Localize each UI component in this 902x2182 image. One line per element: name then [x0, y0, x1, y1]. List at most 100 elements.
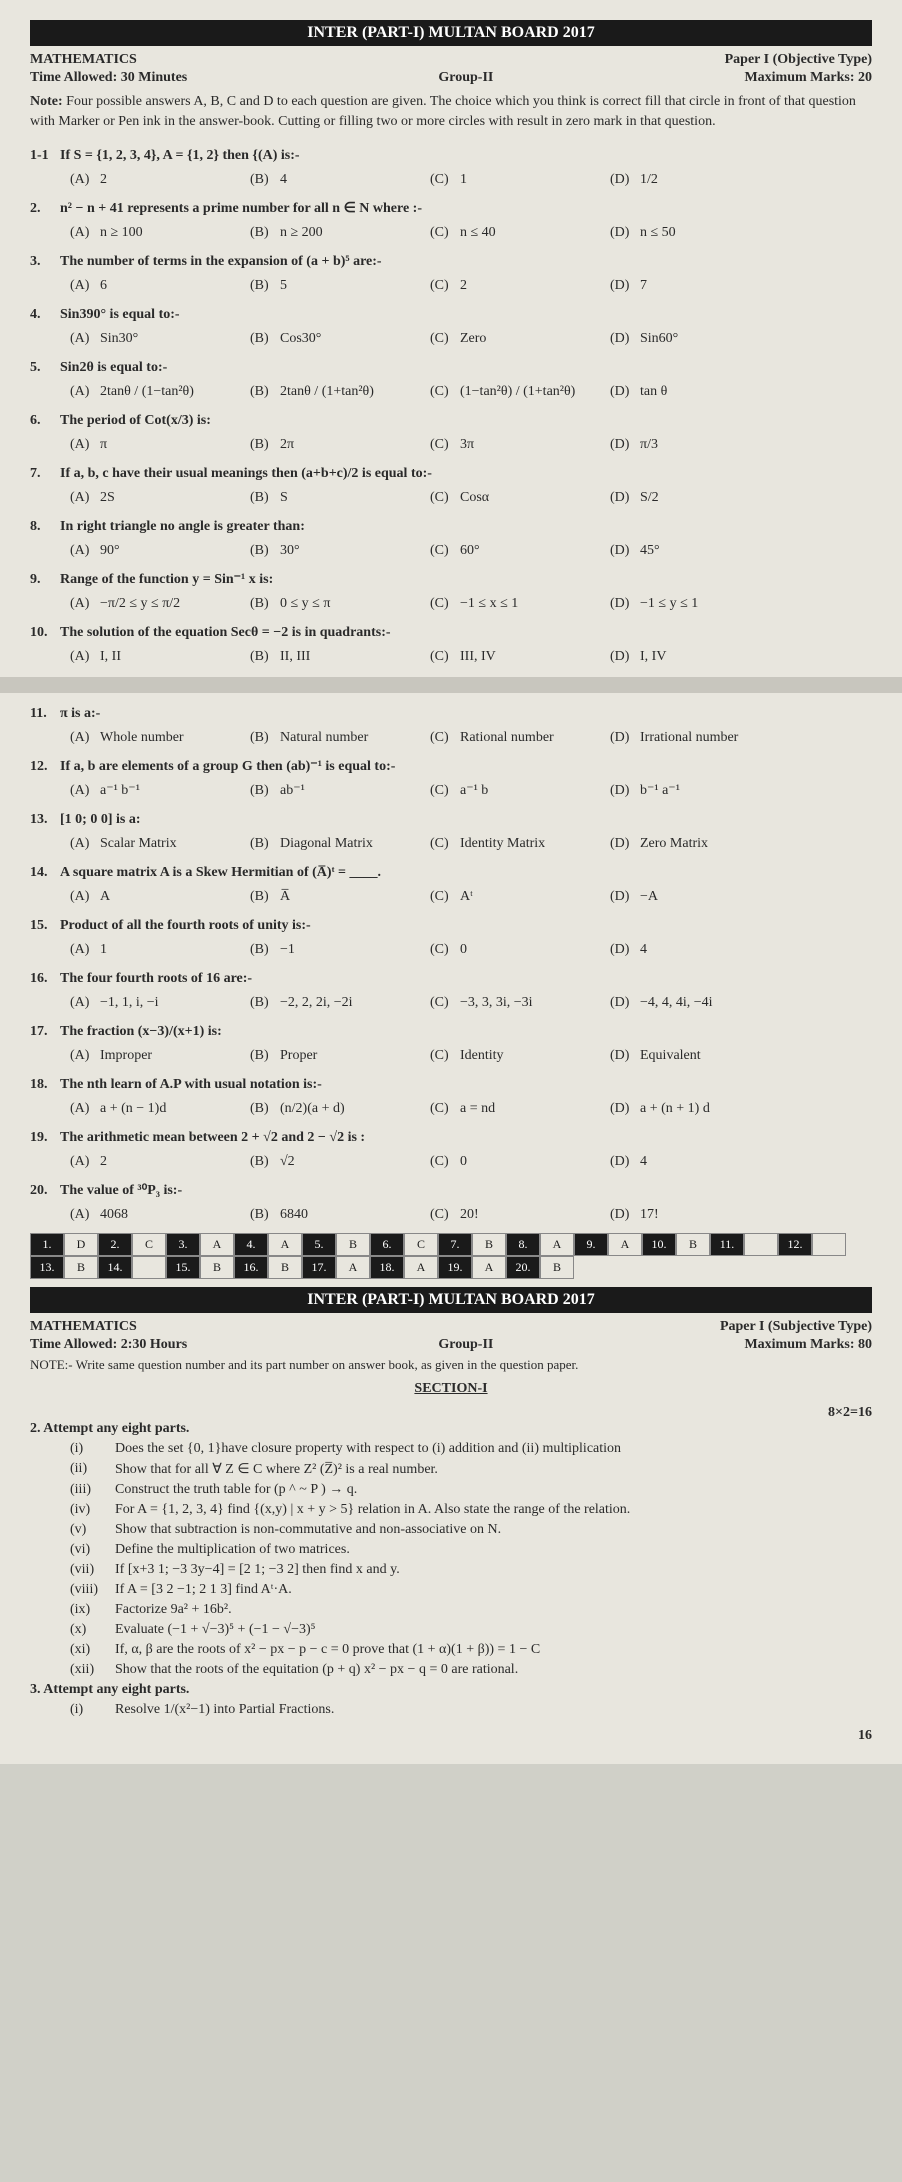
- sub-question: (vii)If [x+3 1; −3 3y−4] = [2 1; −3 2] t…: [70, 1562, 872, 1578]
- option: (B)Proper: [250, 1045, 430, 1066]
- option: (D)7: [610, 275, 790, 296]
- option: (D)tan θ: [610, 381, 790, 402]
- question-8: 8.In right triangle no angle is greater …: [30, 516, 872, 561]
- answer-key-cell: A: [404, 1256, 438, 1279]
- question-3: 3.The number of terms in the expansion o…: [30, 251, 872, 296]
- option: (A)1: [70, 939, 250, 960]
- group: Group-II: [438, 70, 493, 86]
- sub-question: (vi)Define the multiplication of two mat…: [70, 1542, 872, 1558]
- option: (C)60°: [430, 540, 610, 561]
- question-5: 5.Sin2θ is equal to:-(A)2tanθ / (1−tan²θ…: [30, 357, 872, 402]
- option: (C)−3, 3, 3i, −3i: [430, 992, 610, 1013]
- option: (C)−1 ≤ x ≤ 1: [430, 593, 610, 614]
- option: (A)A: [70, 886, 250, 907]
- option: (C)n ≤ 40: [430, 222, 610, 243]
- answer-key-cell: C: [132, 1233, 166, 1256]
- question-13: 13.[1 0; 0 0] is a:(A)Scalar Matrix(B)Di…: [30, 809, 872, 854]
- option: (A)Sin30°: [70, 328, 250, 349]
- option: (D)45°: [610, 540, 790, 561]
- question-10: 10.The solution of the equation Secθ = −…: [30, 622, 872, 667]
- option: (C)0: [430, 1151, 610, 1172]
- paper-type: Paper I (Objective Type): [725, 52, 872, 68]
- question-20: 20.The value of ³⁰P₃ is:-(A)4068(B)6840(…: [30, 1180, 872, 1225]
- answer-key-cell: 20.: [506, 1256, 540, 1279]
- answer-key-cell: 12.: [778, 1233, 812, 1256]
- option: (D)−4, 4, 4i, −4i: [610, 992, 790, 1013]
- option: (A)90°: [70, 540, 250, 561]
- option: (D)Zero Matrix: [610, 833, 790, 854]
- option: (D)−1 ≤ y ≤ 1: [610, 593, 790, 614]
- subject2: MATHEMATICS: [30, 1319, 137, 1335]
- option: (A)a + (n − 1)d: [70, 1098, 250, 1119]
- question-14: 14.A square matrix A is a Skew Hermitian…: [30, 862, 872, 907]
- answer-key-cell: A: [200, 1233, 234, 1256]
- questions-list: 1-1If S = {1, 2, 3, 4}, A = {1, 2} then …: [30, 145, 872, 1225]
- time: Time Allowed: 30 Minutes: [30, 70, 187, 86]
- option: (A)π: [70, 434, 250, 455]
- option: (B)II, III: [250, 646, 430, 667]
- group2: Group-II: [438, 1337, 493, 1353]
- q3-parts: (i)Resolve 1/(x²−1) into Partial Fractio…: [30, 1702, 872, 1718]
- sub-question: (x)Evaluate (−1 + √−3)⁵ + (−1 − √−3)⁵: [70, 1622, 872, 1638]
- answer-key-cell: A: [268, 1233, 302, 1256]
- marks2: Maximum Marks: 80: [744, 1337, 872, 1353]
- option: (A)n ≥ 100: [70, 222, 250, 243]
- option: (A)2: [70, 169, 250, 190]
- answer-key-cell: B: [676, 1233, 710, 1256]
- option: (C)(1−tan²θ) / (1+tan²θ): [430, 381, 610, 402]
- marks: Maximum Marks: 20: [744, 70, 872, 86]
- paper1-header: INTER (PART-I) MULTAN BOARD 2017: [30, 20, 872, 46]
- answer-key-cell: 4.: [234, 1233, 268, 1256]
- q2-parts: (i)Does the set {0, 1}have closure prope…: [30, 1441, 872, 1678]
- answer-key-cell: 16.: [234, 1256, 268, 1279]
- question-18: 18.The nth learn of A.P with usual notat…: [30, 1074, 872, 1119]
- answer-key-cell: 1.: [30, 1233, 64, 1256]
- answer-key-cell: [132, 1256, 166, 1279]
- option: (C)Identity: [430, 1045, 610, 1066]
- sub-question: (xi)If, α, β are the roots of x² − px − …: [70, 1642, 872, 1658]
- note-text: Four possible answers A, B, C and D to e…: [30, 94, 856, 129]
- sub-question: (xii)Show that the roots of the equitati…: [70, 1662, 872, 1678]
- option: (D)17!: [610, 1204, 790, 1225]
- question-19: 19.The arithmetic mean between 2 + √2 an…: [30, 1127, 872, 1172]
- option: (A)2S: [70, 487, 250, 508]
- question-9: 9.Range of the function y = Sin⁻¹ x is:(…: [30, 569, 872, 614]
- sub-question: (i)Resolve 1/(x²−1) into Partial Fractio…: [70, 1702, 872, 1718]
- answer-key-cell: 14.: [98, 1256, 132, 1279]
- answer-key-cell: C: [404, 1233, 438, 1256]
- option: (B)Diagonal Matrix: [250, 833, 430, 854]
- question-15: 15.Product of all the fourth roots of un…: [30, 915, 872, 960]
- answer-key-cell: B: [268, 1256, 302, 1279]
- sub-question: (ix)Factorize 9a² + 16b².: [70, 1602, 872, 1618]
- answer-key-cell: 18.: [370, 1256, 404, 1279]
- option: (C)Zero: [430, 328, 610, 349]
- option: (C)0: [430, 939, 610, 960]
- option: (C)Rational number: [430, 727, 610, 748]
- option: (B)Natural number: [250, 727, 430, 748]
- answer-key-cell: 3.: [166, 1233, 200, 1256]
- option: (B)A̅: [250, 886, 430, 907]
- answer-key-cell: A: [608, 1233, 642, 1256]
- q2-title: 2. Attempt any eight parts.: [30, 1421, 872, 1437]
- option: (B)n ≥ 200: [250, 222, 430, 243]
- section-marks: 8×2=16: [828, 1405, 872, 1421]
- option: (B)√2: [250, 1151, 430, 1172]
- option: (B)(n/2)(a + d): [250, 1098, 430, 1119]
- answer-key-cell: A: [472, 1256, 506, 1279]
- sub-question: (viii)If A = [3 2 −1; 2 1 3] find Aᵗ·A.: [70, 1582, 872, 1598]
- option: (B)2tanθ / (1+tan²θ): [250, 381, 430, 402]
- answer-key-cell: 17.: [302, 1256, 336, 1279]
- answer-key-cell: B: [336, 1233, 370, 1256]
- option: (D)4: [610, 1151, 790, 1172]
- question-11: 11.π is a:-(A)Whole number(B)Natural num…: [30, 703, 872, 748]
- page-number: 16: [30, 1728, 872, 1744]
- option: (A)Scalar Matrix: [70, 833, 250, 854]
- option: (A)4068: [70, 1204, 250, 1225]
- answer-key-cell: B: [200, 1256, 234, 1279]
- answer-key-cell: 10.: [642, 1233, 676, 1256]
- option: (B)30°: [250, 540, 430, 561]
- question-12: 12.If a, b are elements of a group G the…: [30, 756, 872, 801]
- answer-key-cell: 2.: [98, 1233, 132, 1256]
- sub-question: (iii)Construct the truth table for (p ^ …: [70, 1482, 872, 1498]
- option: (D)π/3: [610, 434, 790, 455]
